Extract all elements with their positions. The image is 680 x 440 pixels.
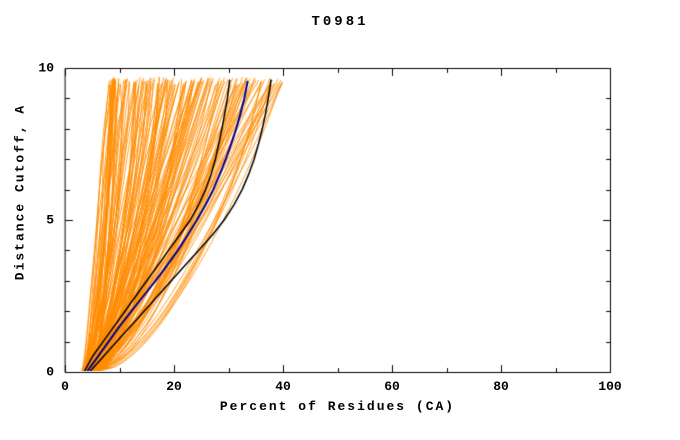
x-tick-label: 80 <box>493 379 509 394</box>
x-tick-label: 60 <box>384 379 400 394</box>
x-tick-label: 0 <box>61 379 69 394</box>
y-tick-label: 5 <box>46 212 54 228</box>
x-tick-label: 100 <box>598 379 622 394</box>
y-axis-label: Distance Cutoff, A <box>12 103 28 281</box>
x-tick-label: 40 <box>275 379 291 394</box>
y-tick-label: 10 <box>38 60 54 76</box>
y-tick-label: 0 <box>46 364 54 380</box>
x-tick-label: 20 <box>166 379 182 394</box>
x-axis-label: Percent of Residues (CA) <box>219 399 456 414</box>
